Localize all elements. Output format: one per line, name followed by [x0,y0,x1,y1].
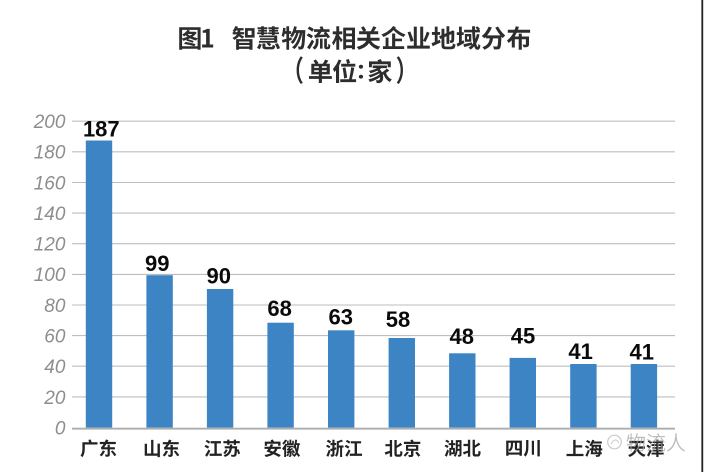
svg-text:0: 0 [55,418,66,439]
svg-text:80: 80 [44,296,66,317]
svg-text:200: 200 [33,112,66,133]
svg-text:58: 58 [386,307,410,332]
svg-text:180: 180 [34,143,66,164]
svg-text:41: 41 [630,339,654,364]
svg-text:160: 160 [34,173,66,194]
svg-text:68: 68 [267,296,291,321]
svg-text:60: 60 [44,327,66,348]
svg-text:187: 187 [83,116,120,141]
svg-text:20: 20 [43,388,66,409]
svg-text:48: 48 [450,324,474,349]
svg-text:140: 140 [34,204,66,225]
svg-text:90: 90 [206,263,230,288]
svg-text:63: 63 [329,305,353,330]
svg-text:40: 40 [44,357,66,378]
svg-text:45: 45 [511,324,535,349]
svg-text:120: 120 [34,235,66,256]
svg-text:99: 99 [145,251,169,276]
svg-text:41: 41 [568,339,592,364]
svg-text:100: 100 [34,265,66,286]
